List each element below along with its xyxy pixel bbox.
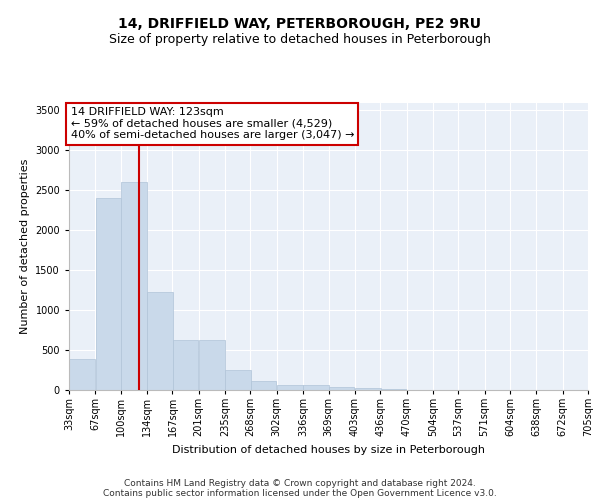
Bar	[121, 182, 146, 390]
Text: 14, DRIFFIELD WAY, PETERBOROUGH, PE2 9RU: 14, DRIFFIELD WAY, PETERBOROUGH, PE2 9RU	[119, 18, 482, 32]
Bar	[226, 370, 251, 390]
Text: 14 DRIFFIELD WAY: 123sqm
← 59% of detached houses are smaller (4,529)
40% of sem: 14 DRIFFIELD WAY: 123sqm ← 59% of detach…	[71, 108, 354, 140]
Bar	[277, 385, 303, 390]
Bar	[355, 388, 381, 390]
Y-axis label: Number of detached properties: Number of detached properties	[20, 158, 29, 334]
Bar	[70, 359, 95, 390]
Text: Contains HM Land Registry data © Crown copyright and database right 2024.: Contains HM Land Registry data © Crown c…	[124, 478, 476, 488]
Bar	[251, 381, 277, 390]
Bar	[329, 387, 355, 390]
Bar	[304, 385, 329, 390]
Bar	[173, 340, 199, 390]
X-axis label: Distribution of detached houses by size in Peterborough: Distribution of detached houses by size …	[172, 444, 485, 454]
Bar	[199, 340, 224, 390]
Bar	[148, 292, 173, 390]
Bar	[95, 198, 121, 390]
Text: Size of property relative to detached houses in Peterborough: Size of property relative to detached ho…	[109, 32, 491, 46]
Text: Contains public sector information licensed under the Open Government Licence v3: Contains public sector information licen…	[103, 488, 497, 498]
